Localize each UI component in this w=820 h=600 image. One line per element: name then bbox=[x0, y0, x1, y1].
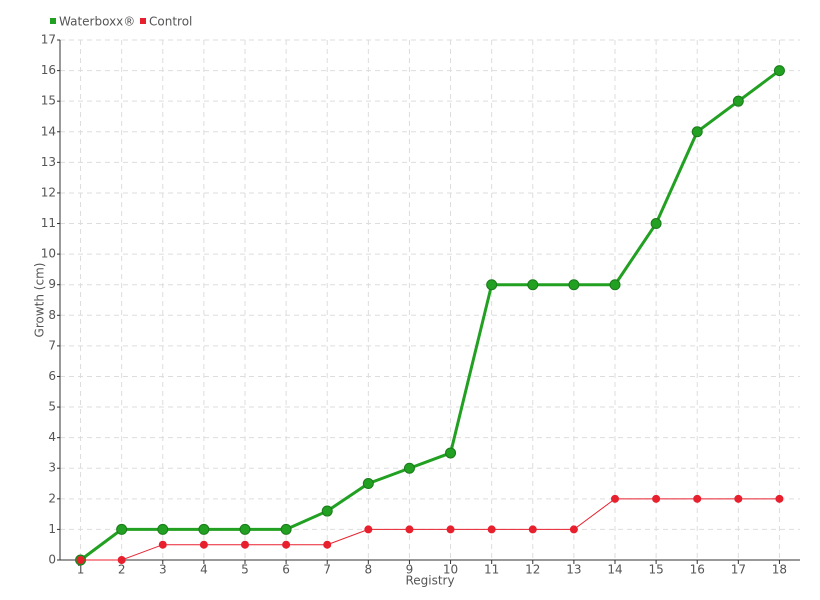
y-tick-label: 3 bbox=[48, 461, 56, 475]
point bbox=[652, 494, 661, 503]
y-tick-label: 2 bbox=[48, 491, 56, 505]
point bbox=[198, 523, 210, 535]
y-tick-label: 15 bbox=[41, 94, 56, 108]
point bbox=[403, 462, 415, 474]
point bbox=[157, 523, 169, 535]
legend-swatch bbox=[50, 18, 56, 24]
point bbox=[527, 279, 539, 291]
legend-label: Waterboxx® bbox=[59, 15, 135, 29]
point bbox=[280, 523, 292, 535]
x-tick-label: 18 bbox=[772, 563, 787, 577]
y-tick-label: 17 bbox=[41, 33, 56, 47]
point bbox=[405, 525, 414, 534]
x-tick-label: 9 bbox=[406, 563, 414, 577]
x-tick-label: 17 bbox=[731, 563, 746, 577]
y-tick-label: 5 bbox=[48, 400, 56, 414]
x-tick-label: 1 bbox=[77, 563, 85, 577]
y-tick-label: 12 bbox=[41, 185, 56, 199]
y-tick-label: 11 bbox=[41, 216, 56, 230]
point bbox=[364, 525, 373, 534]
point bbox=[528, 525, 537, 534]
series-line bbox=[79, 69, 781, 562]
x-tick-label: 10 bbox=[443, 563, 458, 577]
y-tick-label: 16 bbox=[41, 63, 56, 77]
x-tick-label: 13 bbox=[566, 563, 581, 577]
point bbox=[282, 540, 291, 549]
y-tick-label: 6 bbox=[48, 369, 56, 383]
y-tick-label: 8 bbox=[48, 308, 56, 322]
point bbox=[76, 556, 85, 564]
point bbox=[199, 540, 208, 549]
y-tick-label: 7 bbox=[48, 338, 56, 352]
y-tick-label: 9 bbox=[48, 277, 56, 291]
point bbox=[486, 279, 498, 291]
point bbox=[487, 525, 496, 534]
point bbox=[734, 494, 743, 503]
x-tick-label: 11 bbox=[484, 563, 499, 577]
y-tick-label: 13 bbox=[41, 155, 56, 169]
point bbox=[321, 505, 333, 517]
point bbox=[609, 279, 621, 291]
y-tick-label: 4 bbox=[48, 430, 56, 444]
point bbox=[445, 447, 457, 459]
point bbox=[239, 523, 251, 535]
point bbox=[116, 523, 128, 535]
point bbox=[773, 65, 785, 77]
x-tick-label: 6 bbox=[282, 563, 290, 577]
y-axis-label: Growth (cm) bbox=[33, 263, 47, 338]
x-tick-label: 4 bbox=[200, 563, 208, 577]
point bbox=[691, 126, 703, 138]
point bbox=[732, 95, 744, 107]
point bbox=[568, 279, 580, 291]
x-axis-label: Registry bbox=[405, 574, 454, 588]
y-tick-label: 1 bbox=[48, 522, 56, 536]
point bbox=[650, 218, 662, 230]
legend-label: Control bbox=[149, 15, 192, 29]
x-tick-label: 14 bbox=[607, 563, 622, 577]
legend-swatch bbox=[140, 18, 146, 24]
y-tick-label: 0 bbox=[48, 553, 56, 567]
point bbox=[693, 494, 702, 503]
x-tick-label: 3 bbox=[159, 563, 167, 577]
point bbox=[362, 478, 374, 490]
point bbox=[446, 525, 455, 534]
series-line bbox=[80, 498, 780, 561]
x-tick-label: 7 bbox=[323, 563, 331, 577]
x-tick-label: 12 bbox=[525, 563, 540, 577]
point bbox=[323, 540, 332, 549]
point bbox=[775, 494, 784, 503]
point bbox=[611, 494, 619, 503]
y-tick-label: 14 bbox=[41, 124, 56, 138]
x-tick-label: 8 bbox=[365, 563, 373, 577]
point bbox=[569, 525, 578, 534]
x-tick-label: 5 bbox=[241, 563, 249, 577]
point bbox=[158, 540, 167, 549]
point bbox=[117, 556, 126, 564]
x-tick-label: 16 bbox=[690, 563, 705, 577]
y-tick-label: 10 bbox=[41, 247, 56, 261]
x-tick-label: 15 bbox=[648, 563, 663, 577]
x-tick-label: 2 bbox=[118, 563, 126, 577]
point bbox=[241, 540, 249, 549]
